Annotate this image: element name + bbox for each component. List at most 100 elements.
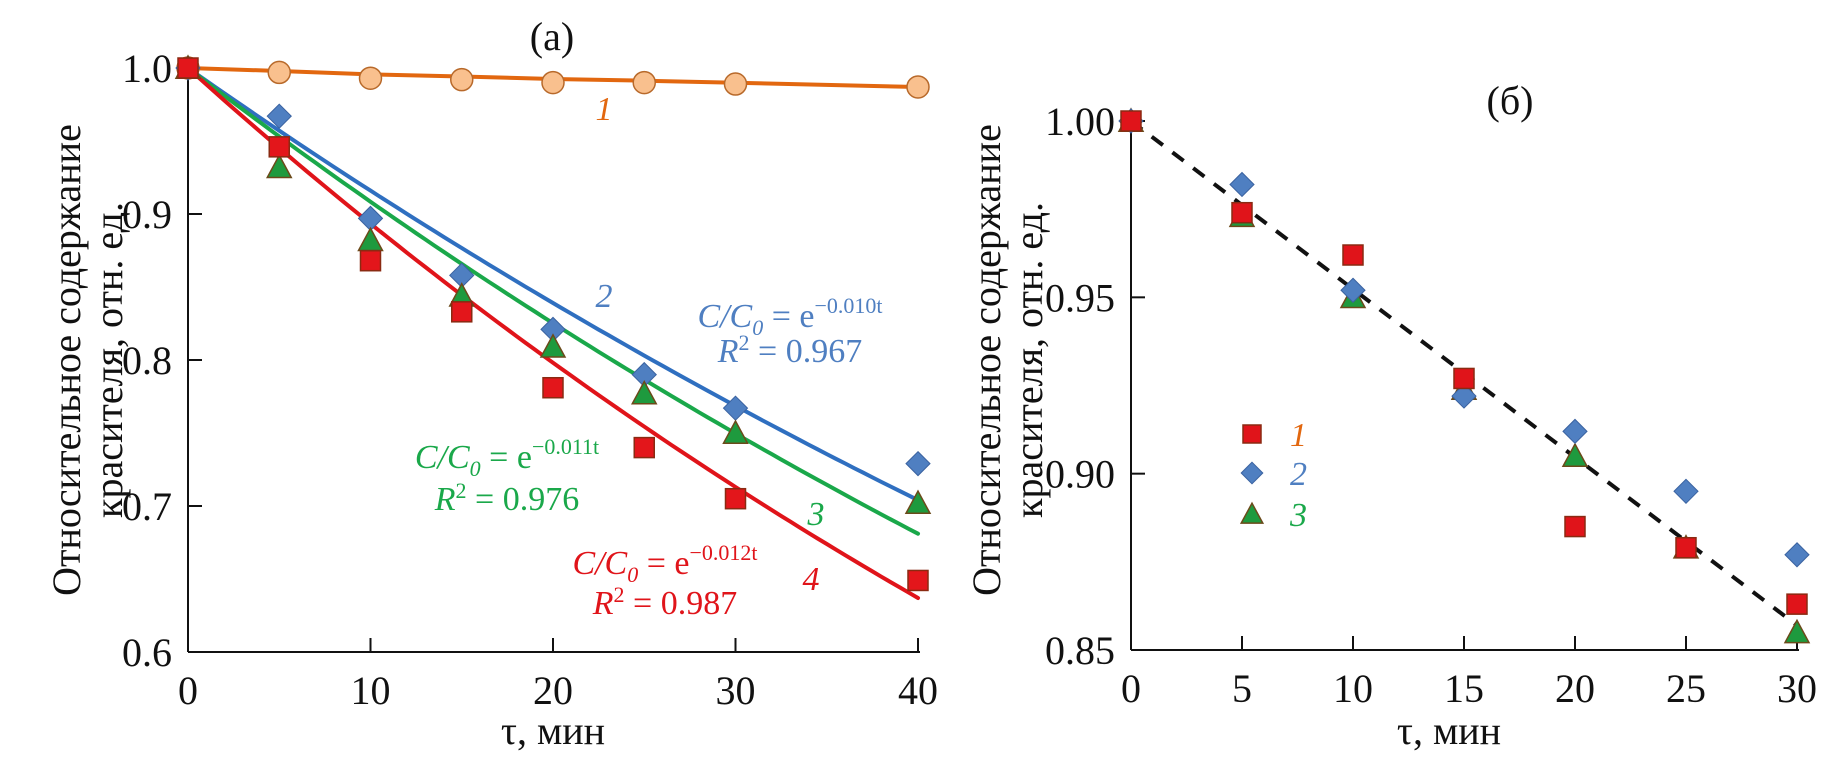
panel-b: (б) Относительное содержание красителя, … [964, 78, 1817, 753]
x-tick-label: 25 [1666, 666, 1706, 711]
fit-curve-2 [186, 66, 920, 503]
y-tick-label: 0.85 [1045, 628, 1115, 673]
curve-label-3: 3 [807, 496, 825, 533]
panel-b-xlabel: τ, мин [1397, 708, 1501, 753]
x-tick-label: 10 [1333, 666, 1373, 711]
x-tick-label: 40 [898, 668, 938, 713]
data-point-4 [359, 249, 382, 272]
data-point-1 [632, 70, 656, 95]
x-tick-label: 5 [1232, 666, 1252, 711]
data-point-1 [1453, 367, 1475, 390]
data-point-3 [630, 380, 658, 405]
series-4-points [177, 57, 929, 592]
curve-label-4: 4 [803, 561, 820, 598]
fit-curve-4 [186, 66, 920, 600]
data-point-1 [267, 60, 291, 85]
panel-b-axes: 0 5 10 15 20 25 30 0.85 0.90 0.95 1.00 [1045, 99, 1817, 711]
equation-3-r2: R2 = 0.976 [434, 478, 579, 518]
data-point-1 [541, 70, 565, 95]
data-point-1 [1675, 536, 1697, 559]
data-point-2 [1562, 418, 1588, 445]
data-point-3 [904, 489, 932, 515]
panel-a-ylabel-line2: красителя, отн. ед. [86, 202, 131, 518]
y-tick-label: 0.7 [122, 484, 172, 529]
data-point-4 [268, 136, 290, 158]
panel-a-ylabel: Относительное содержание красителя, отн.… [44, 124, 131, 596]
equation-2-formula: C/C0 = e−0.010t [697, 293, 882, 340]
legend-item-1: 1 [1242, 417, 1307, 454]
data-point-1 [906, 75, 930, 99]
x-tick-label: 15 [1444, 666, 1484, 711]
panel-b-legend: 12 3 [1239, 417, 1307, 534]
data-point-1 [723, 72, 748, 96]
series-2-points [175, 55, 931, 477]
data-point-1 [1342, 244, 1364, 266]
data-point-1 [450, 67, 474, 92]
x-tick-label: 0 [178, 668, 198, 713]
x-tick-label: 20 [1555, 666, 1595, 711]
data-point-4 [542, 376, 564, 399]
data-point-3 [265, 153, 293, 179]
legend-marker-2 [1240, 461, 1264, 485]
data-point-2 [1784, 542, 1810, 568]
y-tick-label: 1.00 [1045, 99, 1115, 144]
y-tick-label: 1.0 [122, 46, 172, 91]
x-tick-label: 20 [533, 668, 573, 713]
data-point-2 [1340, 277, 1366, 303]
panel-a-axes: 0 10 20 30 40 0.6 0.7 0.8 0.9 1.0 [122, 46, 938, 713]
equation-3-formula: C/C0 = e−0.011t [415, 434, 599, 481]
panel-a-points [174, 54, 932, 592]
legend-marker-1 [1242, 424, 1262, 444]
x-tick-label: 10 [351, 668, 391, 713]
panel-a-ylabel-line1: Относительное содержание [44, 124, 89, 596]
data-point-4 [907, 569, 929, 592]
data-point-4 [724, 487, 747, 510]
data-point-2 [1673, 478, 1699, 505]
fit-curve-1 [186, 66, 920, 89]
y-tick-label: 0.6 [122, 630, 172, 675]
data-point-2 [266, 103, 292, 129]
data-point-4 [451, 301, 473, 323]
panel-b-ylabel-line1: Относительное содержание [964, 124, 1009, 596]
panel-a-xlabel: τ, мин [501, 708, 605, 753]
legend-item-2: 2 [1240, 456, 1307, 493]
data-point-2 [905, 450, 931, 477]
equation-2: C/C0 = e−0.010t R2 = 0.967 [697, 293, 882, 370]
x-tick-label: 0 [1121, 666, 1141, 711]
equation-4-r2: R2 = 0.987 [592, 582, 737, 622]
equation-2-r2: R2 = 0.967 [717, 330, 862, 370]
y-tick-label: 0.95 [1045, 275, 1115, 320]
panel-b-label: (б) [1487, 78, 1534, 123]
curve-label-2: 2 [596, 278, 613, 315]
data-point-4 [633, 436, 655, 459]
panel-a-label: (a) [530, 14, 574, 59]
curve-label-1: 1 [596, 91, 613, 128]
equation-4: C/C0 = e−0.012t R2 = 0.987 [572, 540, 757, 622]
y-tick-label: 0.90 [1045, 452, 1115, 497]
data-point-2 [1229, 171, 1255, 198]
data-point-1 [1564, 515, 1586, 538]
panel-a: (a) Относительное содержание красителя, … [44, 14, 938, 753]
legend-label-3: 3 [1289, 497, 1307, 534]
panel-a-annotations: 1 2 3 4 C/C0 = e−0.010t R2 = 0.967 C/C0 … [415, 91, 883, 622]
legend-label-1: 1 [1290, 417, 1307, 454]
data-point-1 [1231, 201, 1253, 224]
equation-3: C/C0 = e−0.011t R2 = 0.976 [415, 434, 599, 518]
legend-label-2: 2 [1290, 456, 1307, 493]
data-point-1 [358, 66, 383, 90]
data-point-1 [1786, 593, 1808, 615]
x-tick-label: 30 [1777, 666, 1817, 711]
equation-4-formula: C/C0 = e−0.012t [572, 540, 757, 587]
data-point-3 [1561, 442, 1589, 467]
series-2-points [1118, 108, 1810, 568]
series-1-points [1120, 110, 1808, 615]
data-point-3 [1783, 618, 1811, 644]
panel-b-ylabel: Относительное содержание красителя, отн.… [964, 124, 1051, 596]
data-point-3 [539, 333, 567, 358]
legend-marker-3 [1239, 501, 1265, 524]
x-tick-label: 30 [716, 668, 756, 713]
data-point-1 [1120, 110, 1142, 132]
y-tick-label: 0.9 [122, 192, 172, 237]
series-1-points [176, 56, 930, 99]
y-tick-label: 0.8 [122, 338, 172, 383]
